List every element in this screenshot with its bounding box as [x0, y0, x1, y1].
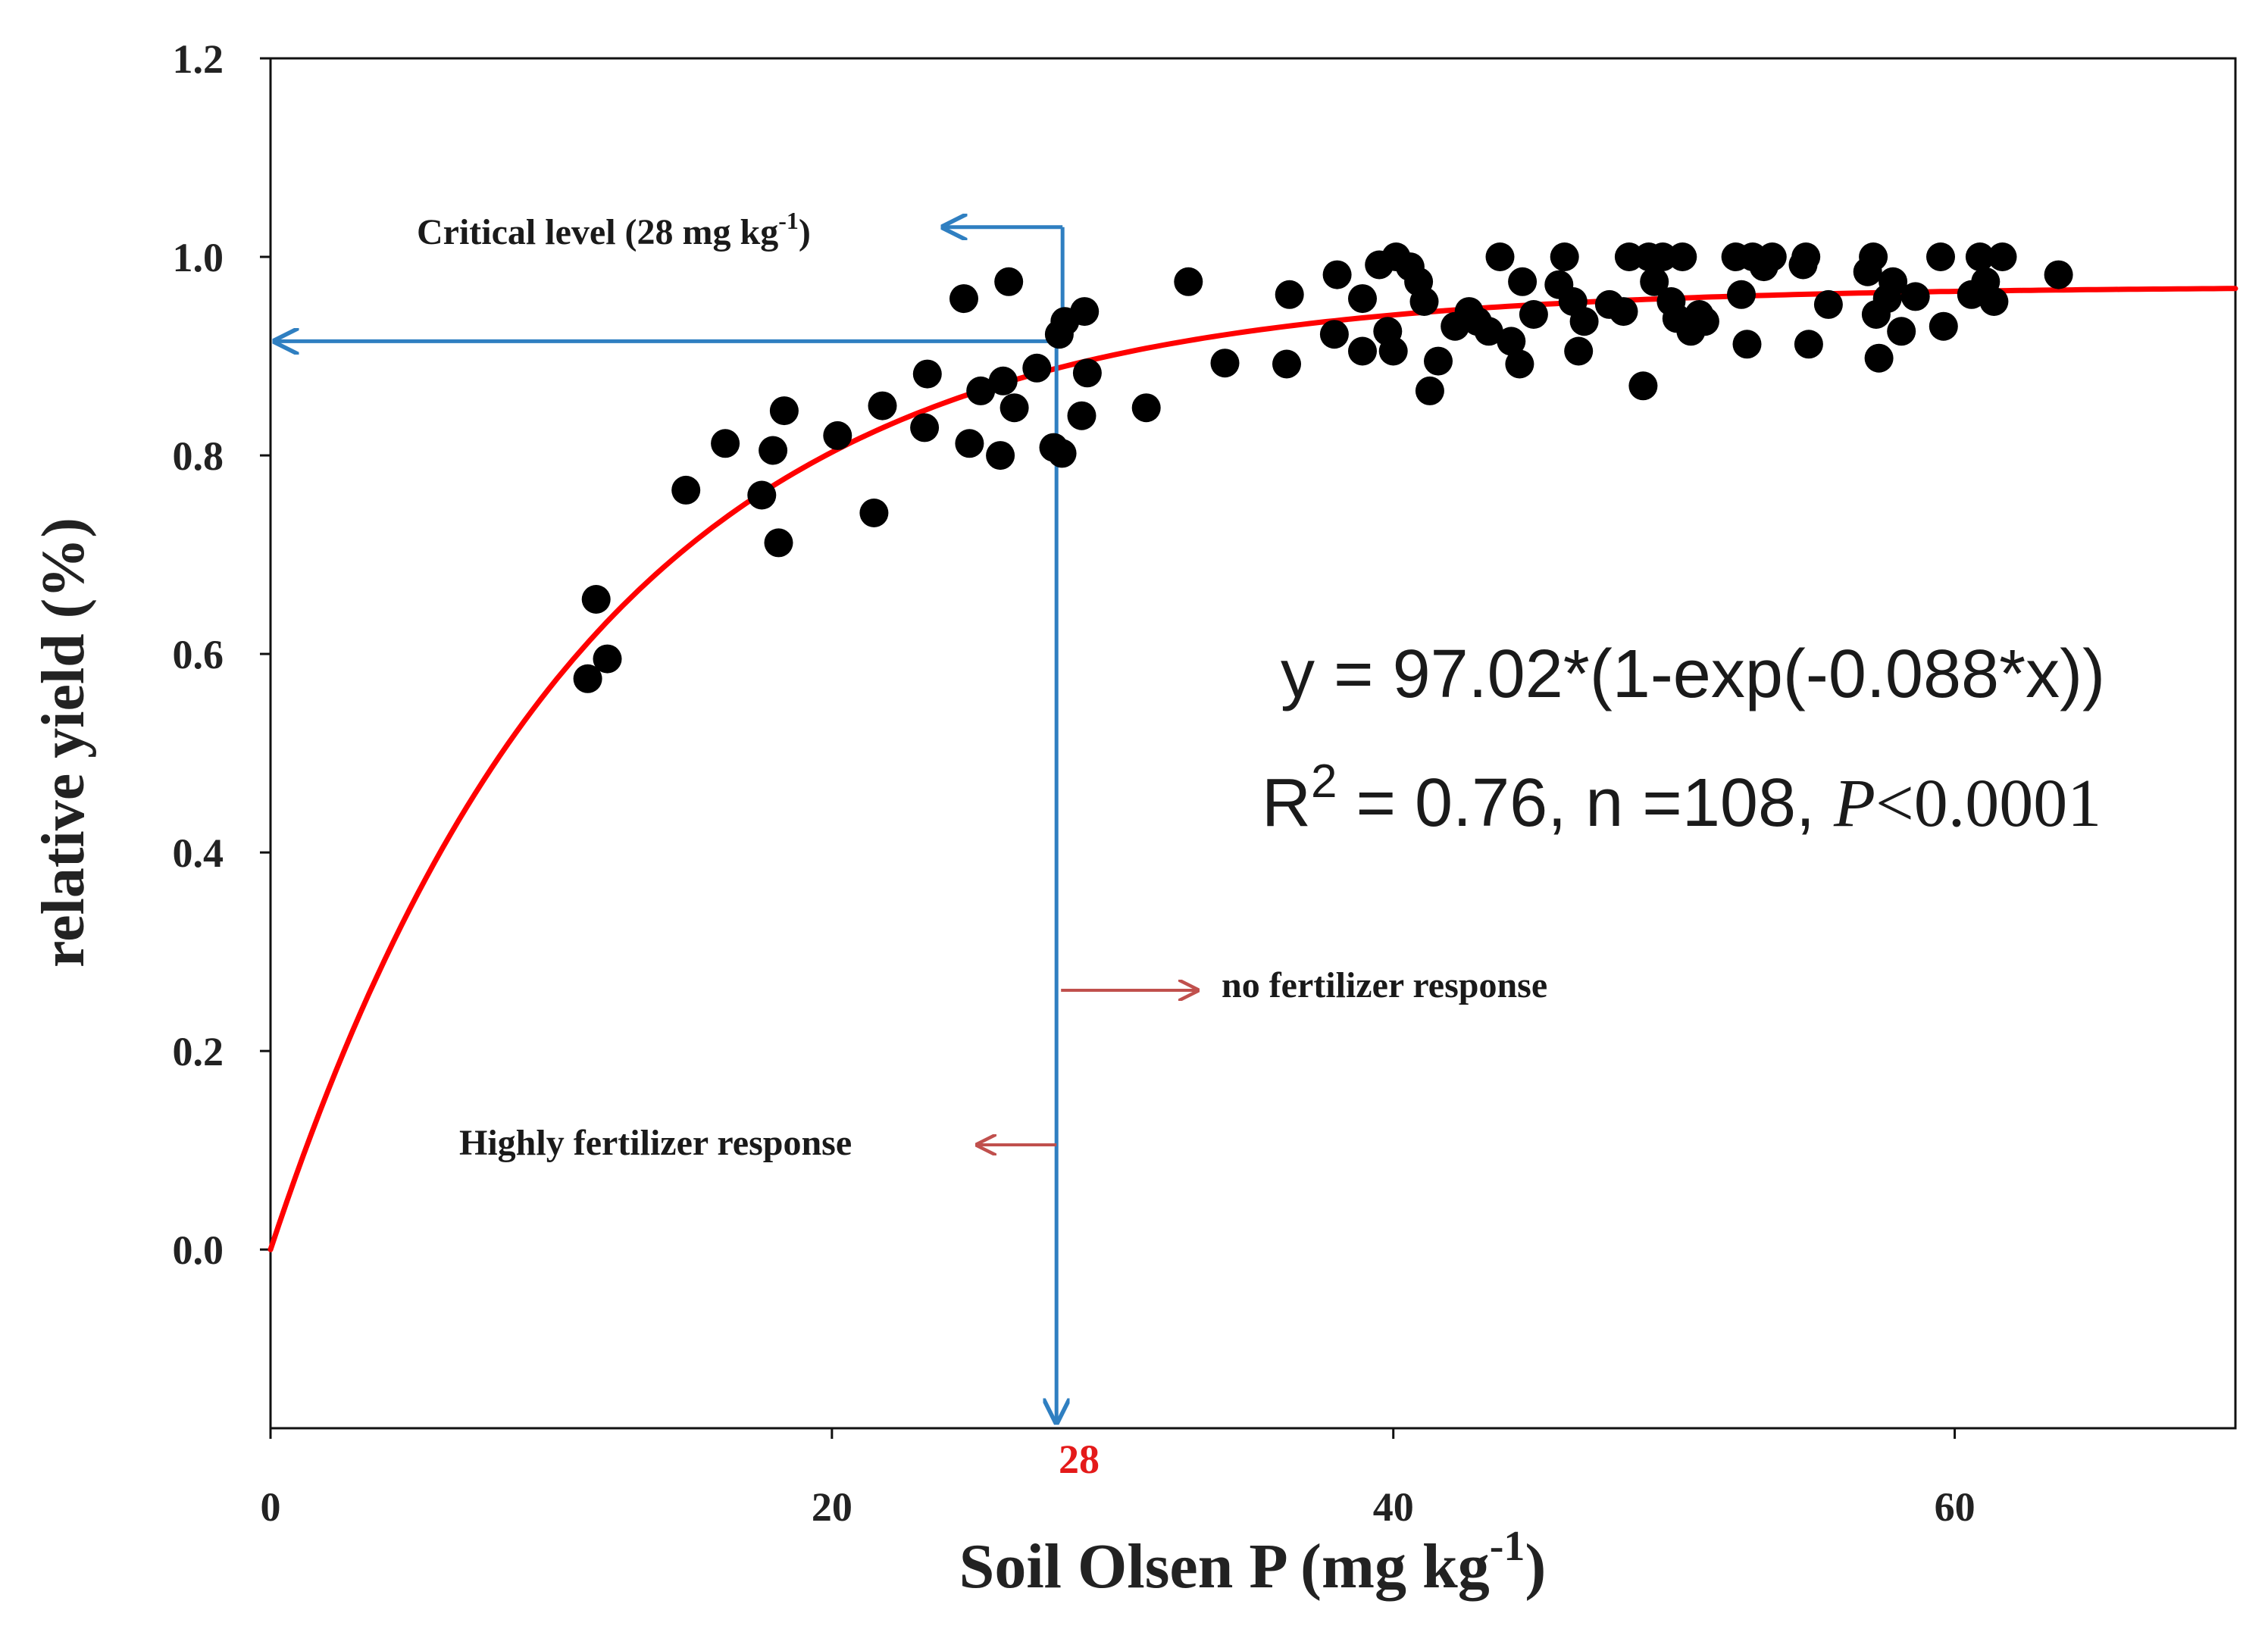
y-tick-label: 0.2: [173, 1029, 224, 1074]
data-point: [1070, 297, 1100, 327]
fit-equation: y = 97.02*(1-exp(-0.088*x)): [1281, 636, 2105, 712]
data-point: [1564, 336, 1594, 366]
critical-x-label: 28: [1059, 1437, 1100, 1482]
x-axis-title: Soil Olsen P (mg kg-1): [959, 1523, 1547, 1602]
data-point: [1668, 242, 1697, 271]
data-point: [1609, 297, 1638, 327]
data-point: [1628, 371, 1658, 401]
data-point: [1348, 336, 1377, 366]
data-point: [764, 528, 793, 558]
data-point: [1859, 242, 1888, 271]
data-point: [1322, 260, 1352, 289]
data-point: [1485, 242, 1515, 271]
data-point: [711, 429, 740, 458]
data-point: [823, 421, 852, 450]
data-point: [912, 359, 942, 389]
data-point: [868, 391, 897, 421]
data-point: [769, 396, 799, 426]
data-point: [966, 376, 996, 405]
data-point: [1497, 327, 1526, 356]
x-tick-label: 20: [812, 1484, 852, 1530]
data-point: [671, 475, 701, 505]
data-point: [1988, 242, 2017, 271]
fit-statistics: R2 = 0.76, n =108, P<0.0001: [1262, 755, 2101, 841]
data-point: [1210, 349, 1240, 378]
data-point: [1794, 330, 1823, 359]
data-point: [1791, 242, 1821, 271]
data-point: [1727, 280, 1756, 309]
data-point: [1864, 343, 1894, 373]
data-point: [1474, 317, 1503, 346]
data-point: [1732, 330, 1762, 359]
data-point: [573, 664, 602, 693]
data-point: [1690, 307, 1719, 336]
data-point: [1640, 267, 1669, 296]
data-point: [999, 393, 1029, 423]
y-axis: 0.0 0.2 0.4 0.6 0.8 1.0 1.2: [173, 36, 271, 1273]
data-point: [1424, 346, 1453, 376]
data-point: [593, 644, 622, 674]
critical-level-guides: [275, 227, 1197, 1422]
data-point: [1131, 393, 1161, 423]
x-axis: 0 20 40 60: [261, 1428, 1976, 1530]
data-point: [949, 284, 978, 314]
data-point: [1648, 242, 1678, 271]
data-point: [1550, 242, 1579, 271]
y-axis-title: relative yield (%): [30, 517, 97, 968]
data-point: [1979, 287, 2009, 316]
x-tick-label: 40: [1373, 1484, 1414, 1530]
data-point: [1926, 242, 1955, 271]
data-point: [1929, 311, 1958, 341]
data-point: [759, 436, 788, 465]
data-point: [1569, 307, 1599, 336]
data-point: [2044, 260, 2073, 289]
y-tick-label: 0.4: [173, 830, 224, 876]
data-point: [1272, 349, 1301, 379]
x-tick-label: 0: [261, 1484, 281, 1530]
data-point: [747, 480, 777, 510]
data-point: [1519, 300, 1548, 329]
data-point: [1174, 267, 1203, 296]
data-point: [1879, 267, 1908, 296]
data-point: [1887, 317, 1916, 346]
high-response-label: Highly fertilizer response: [459, 1123, 852, 1163]
data-point: [988, 366, 1018, 396]
data-point: [1965, 242, 1994, 271]
data-point: [994, 267, 1024, 296]
y-tick-label: 0.0: [173, 1227, 224, 1273]
data-point: [1348, 284, 1377, 314]
data-point: [1022, 353, 1052, 383]
y-tick-label: 0.6: [173, 632, 224, 677]
data-point: [1067, 401, 1096, 430]
critical-level-label: Critical level (28 mg kg-1): [417, 207, 811, 252]
data-point: [1319, 320, 1349, 349]
data-point: [1275, 280, 1304, 309]
data-point: [1072, 358, 1102, 388]
data-point: [910, 413, 940, 442]
data-point: [1757, 242, 1787, 271]
data-point: [986, 441, 1015, 471]
scatter-points: [573, 242, 2073, 693]
data-point: [1378, 336, 1408, 366]
data-point: [1900, 282, 1930, 311]
y-tick-label: 0.8: [173, 433, 224, 479]
data-point: [581, 585, 611, 614]
data-point: [1415, 376, 1444, 405]
data-point: [1409, 287, 1439, 316]
data-point: [955, 429, 984, 458]
no-response-label: no fertilizer response: [1222, 965, 1547, 1005]
data-point: [1813, 289, 1843, 319]
y-tick-label: 1.0: [173, 235, 224, 280]
data-point: [1508, 267, 1538, 296]
data-point: [1047, 439, 1077, 468]
data-point: [859, 499, 889, 527]
data-point: [1505, 349, 1534, 379]
y-tick-label: 1.2: [173, 36, 224, 82]
plot-frame: [269, 57, 2237, 1430]
x-tick-label: 60: [1935, 1484, 1976, 1530]
